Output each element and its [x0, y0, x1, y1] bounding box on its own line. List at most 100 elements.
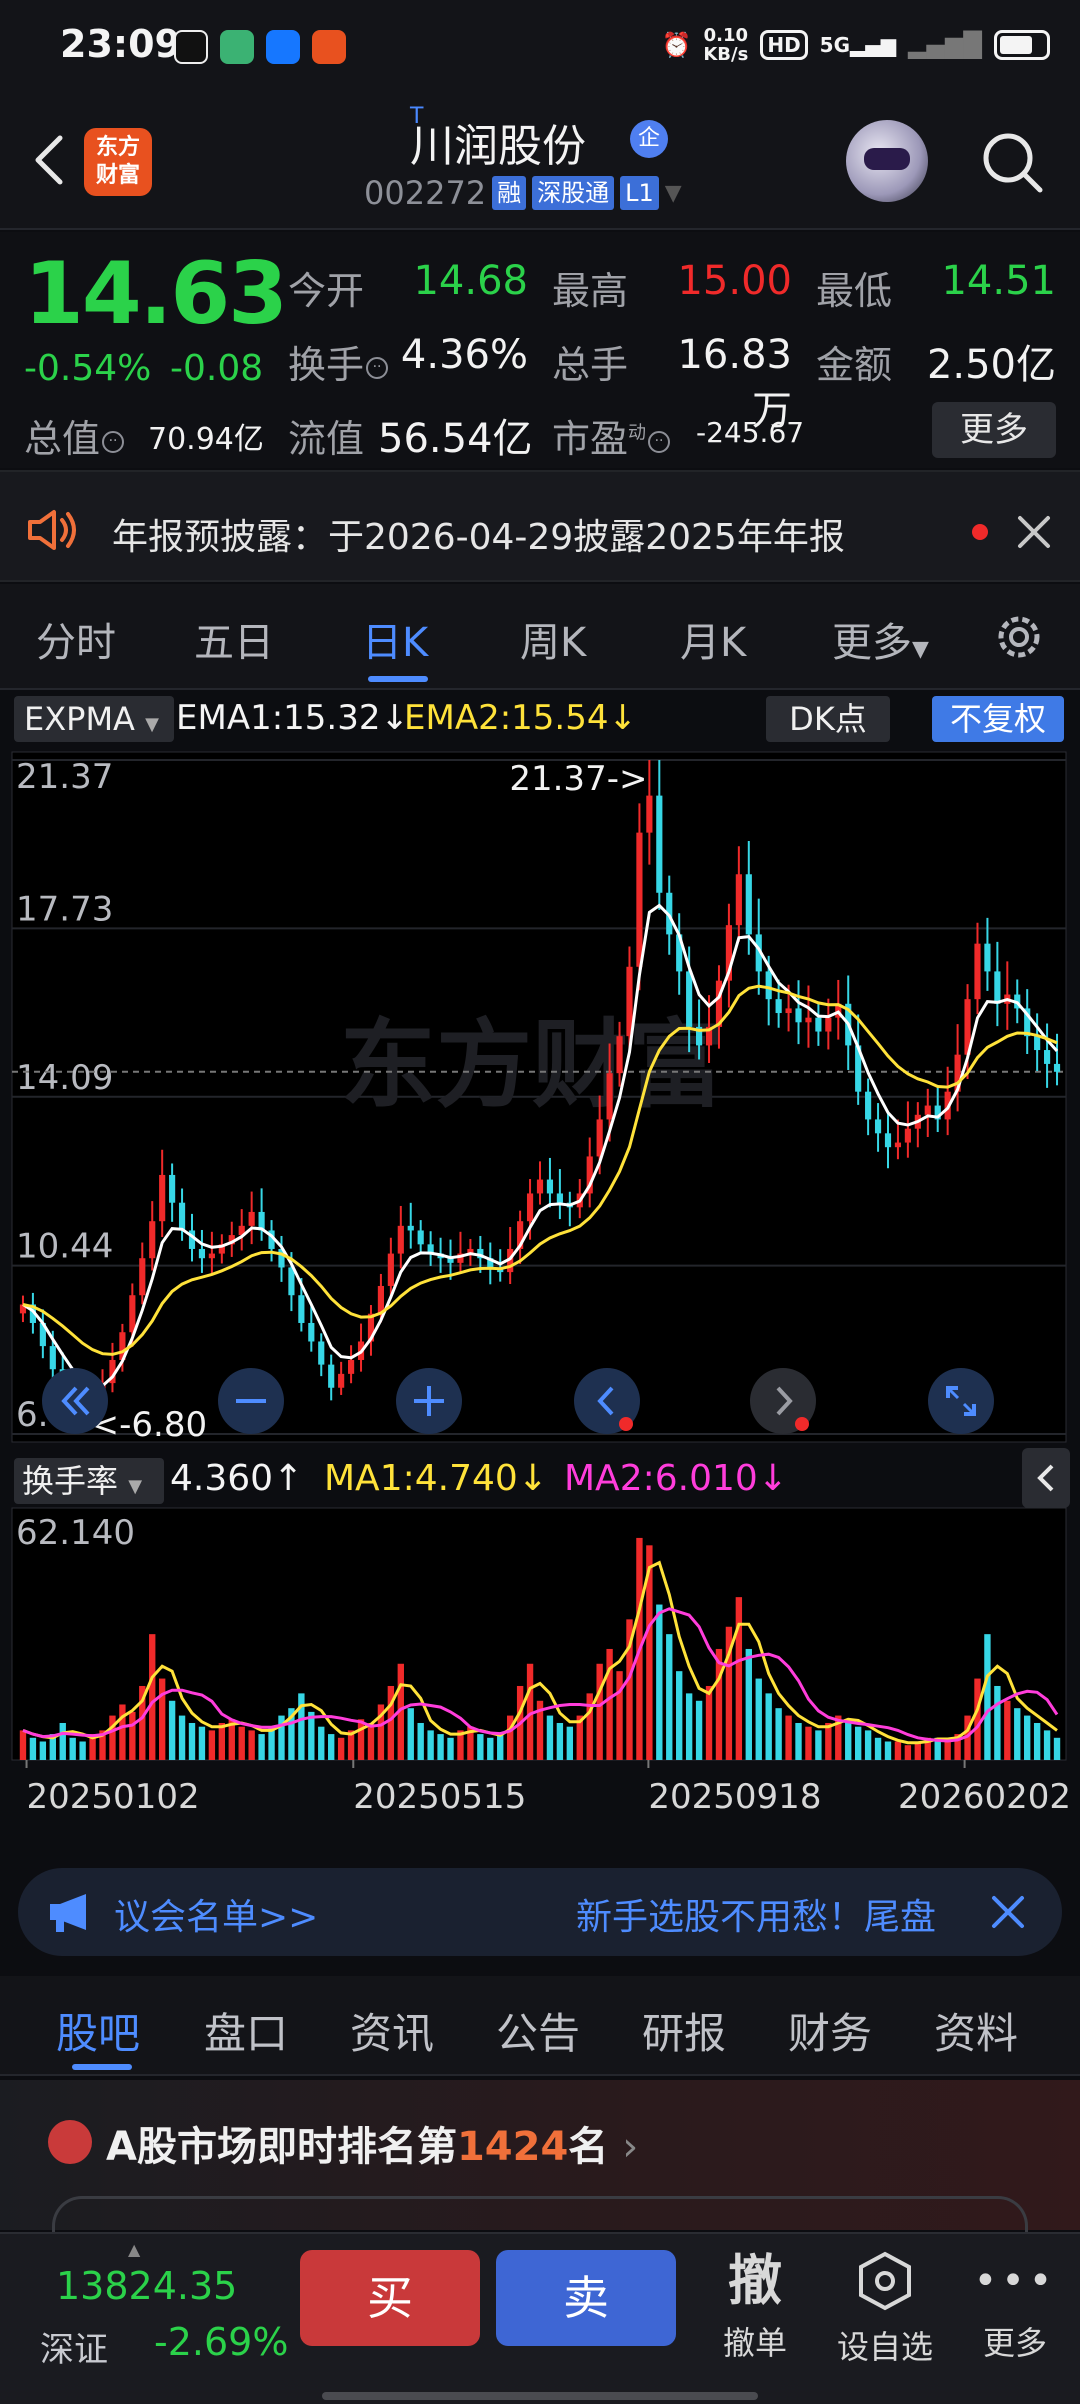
- turnover-bar: [139, 1685, 146, 1760]
- turnover-bar: [119, 1704, 126, 1760]
- gear-icon[interactable]: [990, 608, 1048, 666]
- alarm-icon: ⏰: [661, 31, 692, 59]
- candle-body: [815, 1017, 822, 1032]
- turnover-bar: [984, 1634, 991, 1760]
- tab-daily-k[interactable]: 日K: [362, 620, 429, 666]
- index-value[interactable]: 13824.35: [56, 2264, 238, 2308]
- candle-body: [616, 1036, 623, 1074]
- zoom-out-button[interactable]: [218, 1368, 284, 1434]
- turnover-bar: [835, 1715, 842, 1760]
- turnover-bar: [99, 1730, 106, 1760]
- back-icon[interactable]: [22, 130, 82, 190]
- tab-order-book[interactable]: 盘口: [204, 2009, 289, 2058]
- turnover-bar: [656, 1604, 663, 1760]
- candle-body: [874, 1119, 882, 1134]
- low-value: 14.51: [941, 258, 1056, 304]
- status-time: 23:09: [60, 22, 181, 66]
- rank-icon: [48, 2120, 92, 2164]
- turnover-bar: [288, 1708, 295, 1760]
- open-label: 今开: [288, 269, 365, 313]
- turnover-bar: [874, 1737, 882, 1760]
- turnover-bar: [1053, 1737, 1061, 1760]
- turnover-bar: [695, 1700, 703, 1760]
- fullscreen-button[interactable]: [928, 1368, 994, 1434]
- turnover-bar: [397, 1663, 404, 1760]
- turnover-bar: [49, 1734, 56, 1760]
- turnover-bar: [894, 1741, 902, 1760]
- turnover-bar: [646, 1545, 653, 1760]
- buy-button[interactable]: 买: [300, 2250, 480, 2346]
- turnover-bar: [626, 1619, 633, 1760]
- candle-body: [656, 795, 663, 893]
- turnover-bar: [556, 1722, 564, 1760]
- tab-research[interactable]: 研报: [642, 2009, 727, 2058]
- candle-body: [288, 1267, 295, 1296]
- turnover-bar: [785, 1715, 792, 1760]
- adjust-button[interactable]: 不复权: [932, 696, 1064, 742]
- scroll-left-fast-button[interactable]: [42, 1368, 108, 1434]
- close-icon[interactable]: [1014, 512, 1054, 552]
- candle-body: [169, 1174, 176, 1203]
- candle-body: [188, 1230, 196, 1249]
- expand-icon: [946, 1386, 976, 1416]
- turnover-bar: [924, 1737, 931, 1760]
- candle-body: [984, 943, 991, 972]
- plus-icon: [414, 1386, 444, 1416]
- tab-financials[interactable]: 财务: [788, 2009, 873, 2058]
- tab-profile[interactable]: 资料: [934, 2009, 1019, 2058]
- turnover-bar: [59, 1722, 66, 1760]
- indicator-selector[interactable]: EXPMA ▼: [14, 696, 174, 742]
- tab-intraday[interactable]: 分时: [36, 620, 116, 666]
- total-mv-value: 70.94亿: [148, 422, 264, 457]
- turnover-bar: [447, 1737, 454, 1760]
- notice-bar[interactable]: 年报预披露：于2026-04-29披露2025年年报: [0, 470, 1080, 582]
- dk-point-button[interactable]: DK点: [766, 696, 890, 742]
- more-menu-button[interactable]: ••• 更多: [960, 2248, 1070, 2364]
- sell-button[interactable]: 卖: [496, 2250, 676, 2346]
- volume-label: 总手: [552, 343, 629, 387]
- more-quote-button[interactable]: 更多: [932, 402, 1056, 458]
- tab-news[interactable]: 资讯: [350, 2009, 435, 2058]
- tab-forum[interactable]: 股吧: [56, 2009, 141, 2058]
- more-dots-icon: •••: [973, 2258, 1057, 2304]
- tab-announcements[interactable]: 公告: [496, 2009, 581, 2058]
- scroll-right-button[interactable]: [750, 1368, 816, 1434]
- trade-bar: ▲ 13824.35 深证 -2.69% 买 卖 撤 撤单 设自选 ••• 更多: [0, 2232, 1080, 2404]
- add-watchlist-button[interactable]: 设自选: [830, 2248, 940, 2368]
- turnover-indicator-row: 换手率 ▼ 4.360↑ MA1:4.740↓ MA2:6.010↓: [0, 1452, 1080, 1508]
- turnover-bar: [39, 1741, 47, 1760]
- turnover-bar: [576, 1715, 583, 1760]
- kline-chart[interactable]: 21.3717.7314.0910.446.80东方财富21.37-><-6.8…: [0, 748, 1080, 1858]
- connect-tag: 深股通: [532, 176, 615, 210]
- megaphone-icon: [50, 1894, 86, 1932]
- assistant-robot-icon[interactable]: [846, 120, 928, 202]
- turnover-bar: [854, 1726, 862, 1760]
- turnover-selector[interactable]: 换手率 ▼: [14, 1458, 164, 1504]
- turnover-bar: [864, 1730, 872, 1760]
- zoom-in-button[interactable]: [396, 1368, 462, 1434]
- tab-five-day[interactable]: 五日: [194, 620, 274, 666]
- cancel-order-button[interactable]: 撤 撤单: [700, 2248, 810, 2364]
- turnover-bar: [278, 1715, 285, 1760]
- tab-more[interactable]: 更多▼: [832, 620, 929, 666]
- level-tag: L1: [620, 176, 659, 210]
- candle-body: [129, 1295, 136, 1333]
- stock-code-row[interactable]: 002272 融 深股通 L1 ▼: [364, 174, 682, 212]
- candle-body: [894, 1142, 902, 1148]
- search-icon[interactable]: [976, 126, 1048, 198]
- scroll-left-button[interactable]: [574, 1368, 640, 1434]
- turnover-bar: [228, 1719, 235, 1760]
- candle-body: [696, 1026, 703, 1046]
- turnover-bar: [914, 1741, 922, 1760]
- app-icon: [220, 30, 254, 64]
- tab-monthly-k[interactable]: 月K: [680, 620, 747, 666]
- y-tick-label: 10.44: [16, 1227, 113, 1267]
- collapse-panel-button[interactable]: [1022, 1448, 1070, 1508]
- ma1-value: MA1:4.740↓: [324, 1458, 548, 1499]
- rank-card[interactable]: A股市场即时排名第1424名 ›: [0, 2080, 1080, 2236]
- chevron-left-icon: [597, 1386, 633, 1431]
- tab-weekly-k[interactable]: 周K: [520, 620, 587, 666]
- cancel-icon: 撤: [728, 2249, 782, 2312]
- close-icon[interactable]: [986, 1890, 1030, 1934]
- promo-banner[interactable]: 议会名单>> 新手选股不用愁！尾盘: [18, 1868, 1062, 1956]
